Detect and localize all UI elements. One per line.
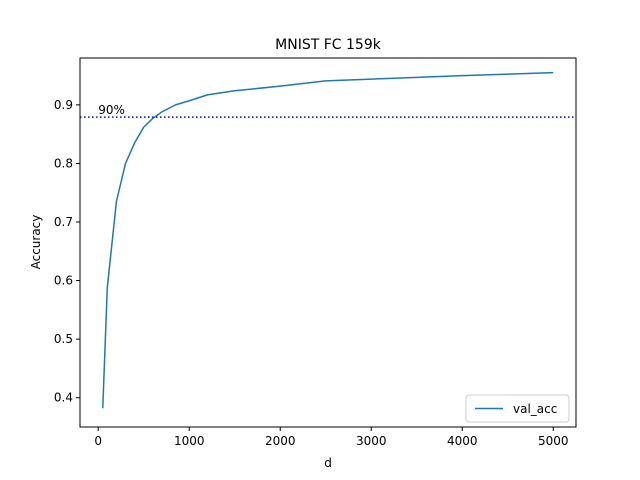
legend-label: val_acc: [513, 402, 557, 416]
y-axis-label: Accuracy: [29, 215, 43, 270]
x-tick-label: 0: [94, 434, 102, 448]
x-tick-label: 2000: [265, 434, 296, 448]
series-line-val_acc: [102, 71, 554, 409]
x-tick-label: 3000: [356, 434, 387, 448]
axis-ticks: 0 1000 2000 3000 4000 5000 0.4 0.5 0.6 0.7 0.8 0.9: [54, 98, 569, 448]
y-tick-label: 0.7: [54, 215, 73, 229]
legend: val_acc: [465, 394, 570, 423]
series-layer: [102, 71, 554, 409]
reference-line-label: 90%: [98, 103, 125, 117]
x-tick-label: 4000: [447, 434, 478, 448]
y-tick-label: 0.5: [54, 332, 73, 346]
chart-title: MNIST FC 159k: [275, 37, 382, 53]
reference-layer: 90%: [80, 103, 576, 118]
y-tick-label: 0.4: [54, 391, 73, 405]
y-tick-label: 0.6: [54, 274, 73, 288]
y-tick-label: 0.8: [54, 156, 73, 170]
x-tick-label: 1000: [174, 434, 205, 448]
x-axis-label: d: [324, 456, 332, 470]
legend-box: [465, 394, 570, 423]
x-tick-label: 5000: [538, 434, 569, 448]
plot-frame: [79, 57, 577, 428]
plot-area: [79, 57, 577, 428]
y-tick-label: 0.9: [54, 98, 73, 112]
